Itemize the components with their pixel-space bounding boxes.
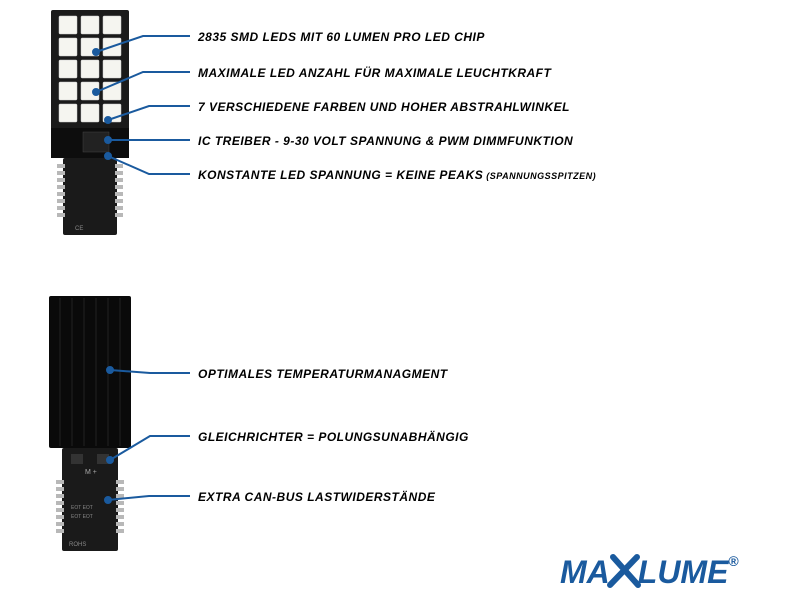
- top-callout-3: IC TREIBER - 9-30 VOLT SPANNUNG & PWM DI…: [198, 134, 573, 148]
- svg-text:CE: CE: [75, 226, 83, 232]
- logo-reg: ®: [728, 553, 738, 569]
- svg-text:EOT EOT: EOT EOT: [71, 505, 93, 511]
- logo-text-left: MA: [560, 554, 610, 590]
- logo-text-x: [610, 553, 638, 591]
- top-callout-1: MAXIMALE LED ANZAHL FÜR MAXIMALE LEUCHTK…: [198, 66, 551, 80]
- top-callout-0: 2835 SMD LEDS MIT 60 LUMEN PRO LED CHIP: [198, 30, 485, 44]
- top-callout-4: KONSTANTE LED SPANNUNG = KEINE PEAKS (SP…: [198, 168, 596, 182]
- bottom-callout-1: GLEICHRICHTER = POLUNGSUNABHÄNGIG: [198, 430, 469, 444]
- svg-text:EOT EOT: EOT EOT: [71, 514, 93, 520]
- product-top-led-view: CE: [45, 10, 135, 235]
- svg-text:M +: M +: [85, 469, 97, 476]
- bottom-callout-0: OPTIMALES TEMPERATURMANAGMENT: [198, 367, 448, 381]
- logo-text-right: LUME: [638, 554, 729, 590]
- bottom-callout-2: EXTRA CAN-BUS LASTWIDERSTÄNDE: [198, 490, 435, 504]
- maxlume-logo: MA LUME®: [560, 553, 739, 591]
- top-callout-2: 7 VERSCHIEDENE FARBEN UND HOHER ABSTRAHL…: [198, 100, 570, 114]
- product-bottom-heatsink-view: M + EOT EOT EOT EOT ROHS: [45, 296, 135, 551]
- svg-text:ROHS: ROHS: [69, 542, 86, 548]
